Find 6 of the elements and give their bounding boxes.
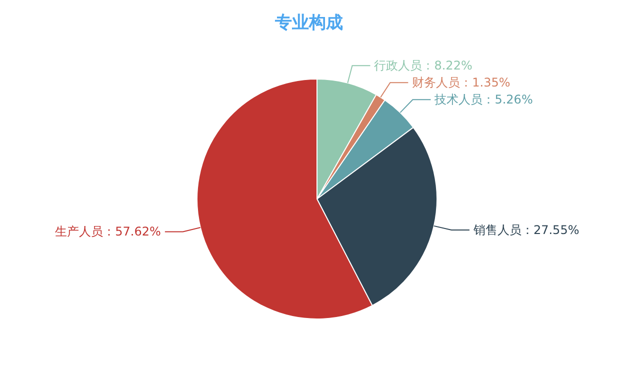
- chart-title: 专业构成: [274, 13, 343, 33]
- slice-label: 生产人员：57.62%: [55, 224, 161, 239]
- slice-label: 技术人员：5.26%: [434, 92, 533, 107]
- slice-label: 财务人员：1.35%: [412, 76, 510, 90]
- slice-label: 行政人员：8.22%: [374, 58, 472, 73]
- slice-label: 销售人员：27.55%: [472, 222, 580, 237]
